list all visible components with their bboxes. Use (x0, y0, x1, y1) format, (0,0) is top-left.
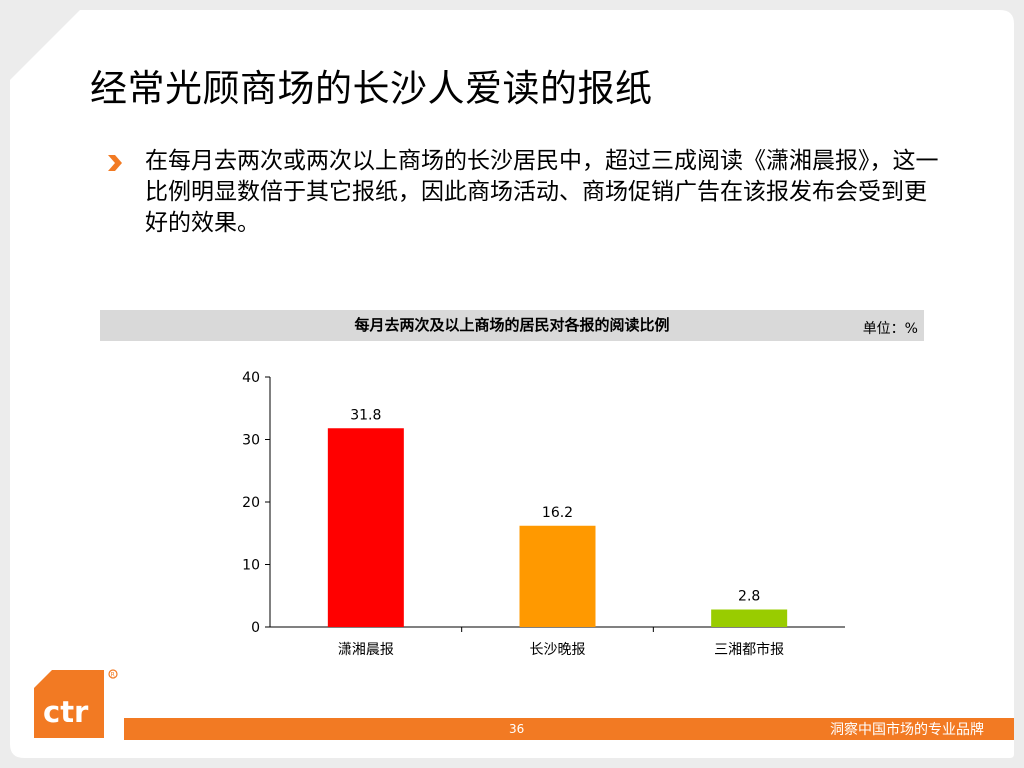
svg-text:ctr: ctr (43, 695, 89, 729)
page-number: 36 (509, 722, 525, 736)
y-tick-label: 0 (251, 620, 260, 636)
bar (711, 609, 788, 627)
ctr-logo: ctr R (30, 668, 124, 744)
x-tick-label: 三湘都市报 (714, 641, 784, 658)
bar (519, 525, 596, 627)
y-tick-label: 20 (242, 495, 260, 511)
y-tick-label: 40 (242, 370, 260, 386)
chart-title: 每月去两次及以上商场的居民对各报的阅读比例 (354, 316, 670, 334)
data-label: 16.2 (542, 505, 573, 521)
chart-unit-label: 单位：% (862, 321, 918, 337)
x-tick-label: 潇湘晨报 (338, 642, 394, 658)
data-label: 31.8 (350, 407, 381, 423)
data-label: 2.8 (738, 589, 760, 605)
bar-chart: 0 10 20 30 40 31.8 潇湘晨报 16.2 长沙晚报 2.8 三湘都市报 (242, 370, 845, 658)
chevron-right-icon (108, 155, 122, 171)
footer-bar: 36 洞察中国市场的专业品牌 (124, 718, 1014, 740)
y-tick-label: 10 (242, 558, 260, 574)
y-tick-label: 30 (242, 433, 260, 449)
slide-title: 经常光顾商场的长沙人爱读的报纸 (90, 67, 653, 110)
footer-slogan: 洞察中国市场的专业品牌 (830, 722, 984, 738)
bar (327, 428, 404, 627)
bullet-text: 在每月去两次或两次以上商场的长沙居民中，超过三成阅读《潇湘晨报》，这一比例明显数… (145, 148, 939, 236)
chart-header: 每月去两次及以上商场的居民对各报的阅读比例 单位：% (100, 310, 924, 341)
svg-text:R: R (111, 672, 115, 679)
x-tick-label: 长沙晚报 (530, 642, 586, 658)
